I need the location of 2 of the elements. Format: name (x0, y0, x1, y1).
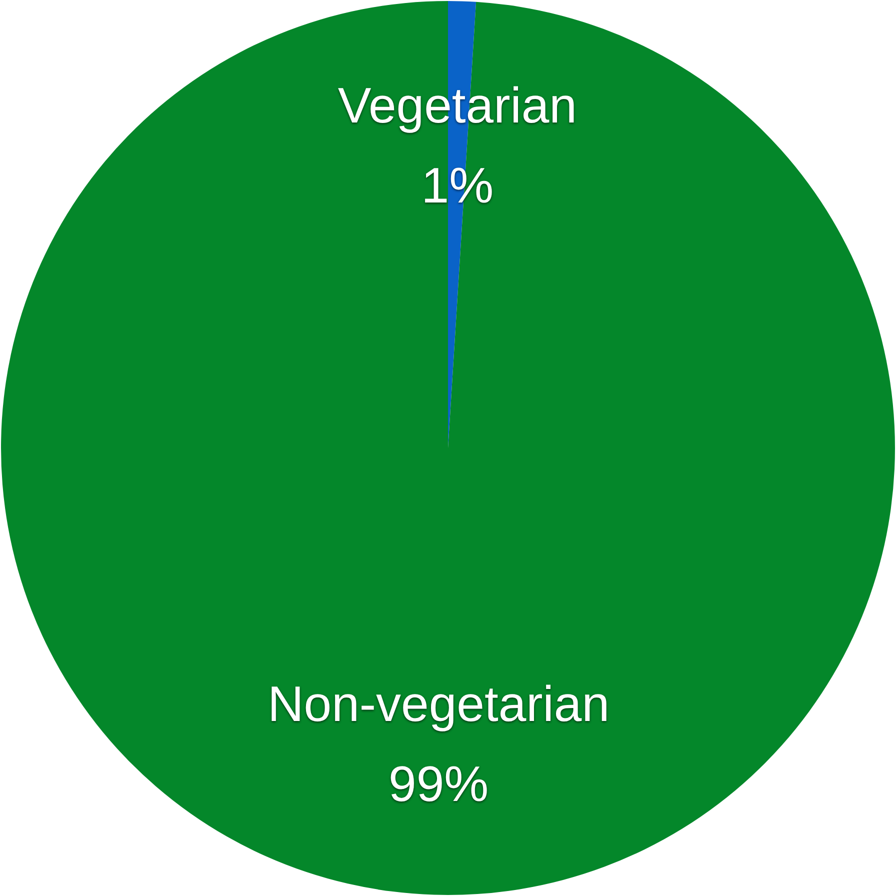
slice-label: Non-vegetarian (268, 676, 610, 732)
data-label: 99% (388, 756, 489, 812)
